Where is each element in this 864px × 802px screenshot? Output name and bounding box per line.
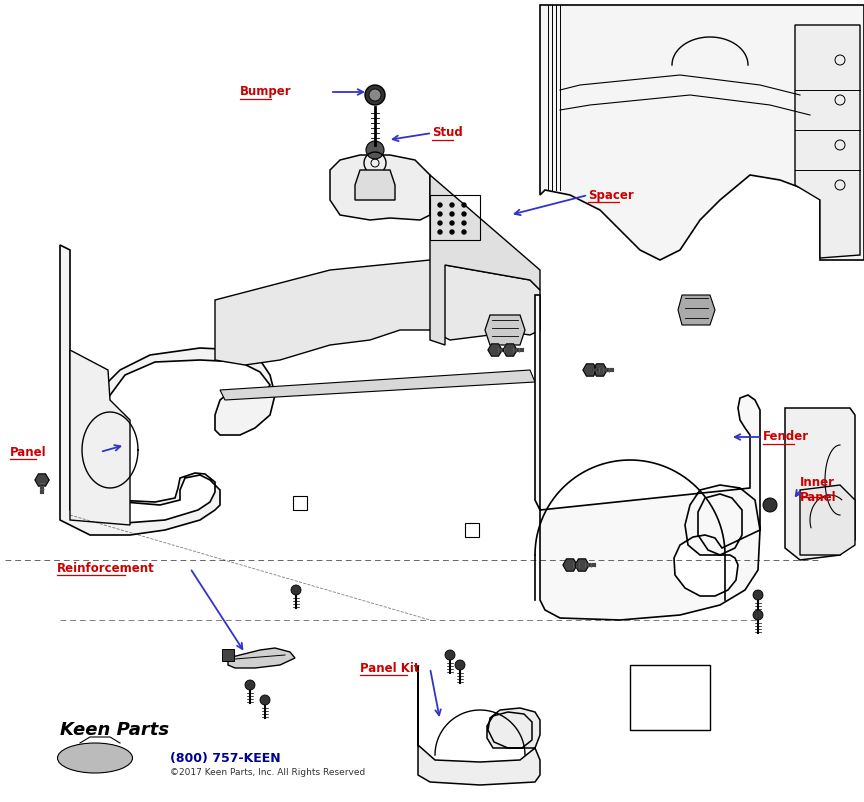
Circle shape: [438, 203, 442, 207]
Circle shape: [365, 85, 385, 105]
Text: Panel Kit: Panel Kit: [360, 662, 420, 674]
Circle shape: [260, 695, 270, 705]
Text: Stud: Stud: [432, 127, 463, 140]
Polygon shape: [795, 25, 860, 258]
Text: Panel: Panel: [10, 445, 47, 459]
Circle shape: [462, 221, 466, 225]
Circle shape: [455, 660, 465, 670]
Text: Bumper: Bumper: [240, 86, 292, 99]
Text: Reinforcement: Reinforcement: [57, 561, 155, 574]
Circle shape: [450, 221, 454, 225]
Circle shape: [369, 89, 381, 101]
Polygon shape: [220, 370, 535, 400]
Polygon shape: [563, 559, 577, 571]
Ellipse shape: [58, 743, 132, 773]
Polygon shape: [535, 295, 760, 620]
Circle shape: [438, 221, 442, 225]
Polygon shape: [228, 648, 295, 668]
Bar: [293, 496, 307, 510]
Bar: [630, 665, 710, 730]
Text: Spacer: Spacer: [588, 188, 634, 201]
Polygon shape: [215, 260, 540, 365]
Text: ©2017 Keen Parts, Inc. All Rights Reserved: ©2017 Keen Parts, Inc. All Rights Reserv…: [170, 768, 365, 777]
Circle shape: [753, 610, 763, 620]
Polygon shape: [70, 350, 130, 525]
Polygon shape: [540, 5, 864, 260]
Circle shape: [438, 212, 442, 216]
Polygon shape: [430, 175, 540, 345]
Text: Inner
Panel: Inner Panel: [800, 476, 836, 504]
Polygon shape: [355, 170, 395, 200]
Circle shape: [753, 590, 763, 600]
Polygon shape: [35, 474, 49, 486]
Polygon shape: [60, 245, 275, 535]
Polygon shape: [678, 295, 715, 325]
Circle shape: [450, 203, 454, 207]
Bar: [222, 649, 234, 661]
Polygon shape: [785, 408, 855, 560]
Circle shape: [763, 498, 777, 512]
Circle shape: [245, 680, 255, 690]
Circle shape: [291, 585, 301, 595]
Text: Keen Parts: Keen Parts: [60, 721, 169, 739]
Circle shape: [462, 203, 466, 207]
Polygon shape: [575, 559, 589, 571]
Polygon shape: [418, 665, 540, 785]
Circle shape: [462, 212, 466, 216]
Circle shape: [366, 141, 384, 159]
Polygon shape: [488, 344, 502, 356]
Circle shape: [445, 650, 455, 660]
Circle shape: [462, 230, 466, 234]
Text: (800) 757-KEEN: (800) 757-KEEN: [170, 752, 281, 765]
Bar: [465, 523, 479, 537]
Polygon shape: [593, 364, 607, 376]
Polygon shape: [503, 344, 517, 356]
Polygon shape: [800, 485, 855, 555]
Polygon shape: [485, 315, 525, 345]
Circle shape: [450, 212, 454, 216]
Circle shape: [438, 230, 442, 234]
Polygon shape: [583, 364, 597, 376]
Polygon shape: [330, 155, 430, 220]
Circle shape: [450, 230, 454, 234]
Text: Fender: Fender: [763, 431, 809, 444]
